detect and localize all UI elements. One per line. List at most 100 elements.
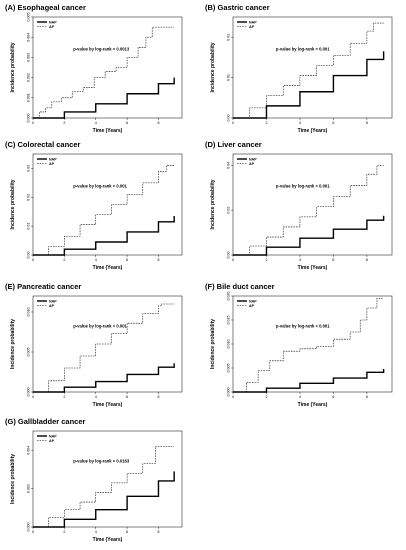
x-axis-label: Time (Years) bbox=[298, 402, 328, 408]
legend-label-ap: AP bbox=[49, 162, 55, 166]
y-tick-label: 0.02 bbox=[227, 207, 231, 214]
y-tick-label: 0.020 bbox=[227, 292, 231, 301]
x-tick-label: 6 bbox=[332, 395, 334, 399]
y-axis-label: Incidence probability bbox=[10, 42, 16, 92]
y-tick-label: 0.00 bbox=[227, 252, 231, 259]
y-tick-label: 0.015 bbox=[227, 316, 231, 325]
x-tick-label: 4 bbox=[299, 395, 301, 399]
x-tick-label: 2 bbox=[63, 258, 65, 262]
x-tick-label: 8 bbox=[157, 121, 159, 125]
series-nap-line bbox=[233, 51, 385, 119]
x-tick-label: 6 bbox=[126, 395, 128, 399]
x-tick-label: 0 bbox=[232, 258, 234, 262]
x-tick-label: 0 bbox=[32, 530, 34, 534]
plot-frame bbox=[32, 430, 183, 528]
series-ap-line bbox=[233, 298, 384, 393]
y-axis-label: Incidence probability bbox=[210, 42, 216, 92]
legend-label-ap: AP bbox=[49, 304, 55, 308]
x-tick-label: 4 bbox=[95, 121, 97, 125]
y-tick-label: 0.000 bbox=[27, 388, 31, 397]
series-nap-line bbox=[33, 363, 175, 393]
series-nap-line bbox=[33, 471, 175, 528]
x-tick-label: 8 bbox=[157, 395, 159, 399]
y-axis-label: Incidence probability bbox=[210, 319, 216, 369]
chart-svg: 0 2 4 6 8 0.000 0.002 0.004 Time (Years) Incidenc… bbox=[10, 430, 183, 543]
x-tick-label: 2 bbox=[265, 121, 267, 125]
chart-title: (C) Colorectal cancer bbox=[5, 140, 81, 149]
y-tick-label: 0.03 bbox=[27, 165, 31, 172]
y-tick-label: 0.02 bbox=[27, 194, 31, 201]
legend-label-nap: NAP bbox=[49, 434, 57, 438]
chart-svg: 0 2 4 6 8 0.00 0.01 0.02 0.03 Time (Years) Inciden… bbox=[10, 153, 183, 271]
y-tick-label: 0.010 bbox=[227, 340, 231, 349]
x-axis-label: Time (Years) bbox=[93, 128, 123, 134]
series-ap-line bbox=[33, 303, 175, 393]
chart-panel-a: (A) Esophageal cancer 0 2 4 6 8 0.000 0.001 0.00… bbox=[5, 3, 190, 138]
y-tick-label: 0.002 bbox=[27, 73, 31, 82]
plot-frame bbox=[232, 153, 393, 256]
y-axis-label: Incidence probability bbox=[210, 179, 216, 229]
x-tick-label: 0 bbox=[32, 258, 34, 262]
y-tick-label: 0.000 bbox=[27, 523, 31, 532]
series-ap-line bbox=[33, 446, 175, 528]
series-ap-line bbox=[233, 22, 384, 119]
y-tick-label: 0.00 bbox=[27, 252, 31, 259]
x-tick-label: 2 bbox=[63, 121, 65, 125]
legend-label-nap: NAP bbox=[49, 299, 57, 303]
chart-svg: 0 2 4 6 8 0.000 0.001 0.002 0.003 0.004 0.005 Time … bbox=[10, 13, 183, 134]
y-tick-label: 0.005 bbox=[227, 364, 231, 373]
chart-title: (G) Gallbladder cancer bbox=[5, 417, 86, 426]
series-ap-line bbox=[33, 165, 175, 256]
chart-title: (D) Liver cancer bbox=[205, 140, 262, 149]
plot-frame bbox=[232, 295, 393, 393]
y-tick-label: 0.001 bbox=[27, 93, 31, 102]
y-tick-label: 0.00 bbox=[227, 115, 231, 122]
y-tick-label: 0.005 bbox=[27, 13, 31, 22]
p-value-annotation: p-value by log-rank < 0.001 bbox=[73, 183, 127, 188]
x-tick-label: 4 bbox=[95, 395, 97, 399]
y-tick-label: 0.01 bbox=[27, 223, 31, 230]
y-tick-label: 0.000 bbox=[27, 114, 31, 123]
x-tick-label: 6 bbox=[126, 258, 128, 262]
x-axis-label: Time (Years) bbox=[93, 537, 123, 543]
chart-panel-b: (B) Gastric cancer 0 2 4 6 8 0.00 0.01 0.02 Time … bbox=[205, 3, 400, 138]
y-tick-label: 0.000 bbox=[227, 388, 231, 397]
x-tick-label: 2 bbox=[63, 395, 65, 399]
p-value-annotation: p-value by log-rank < 0.001 bbox=[73, 324, 127, 329]
x-tick-label: 6 bbox=[126, 121, 128, 125]
legend-label-ap: AP bbox=[49, 25, 55, 29]
y-axis-label: Incidence probability bbox=[10, 319, 16, 369]
series-nap-line bbox=[233, 368, 385, 393]
series-ap-line bbox=[33, 26, 175, 119]
p-value-annotation: p-value by log-rank < 0.001 bbox=[276, 46, 330, 51]
legend-label-nap: NAP bbox=[249, 299, 257, 303]
chart-panel-f: (F) Bile duct cancer 0 2 4 6 8 0.000 0.005 0.010… bbox=[205, 282, 400, 412]
y-tick-label: 0.004 bbox=[27, 446, 31, 455]
p-value-annotation: p-value by log-rank < 0.001 bbox=[276, 183, 330, 188]
chart-svg: 0 2 4 6 8 0.00 0.02 0.04 Time (Years) Incidence p… bbox=[210, 153, 393, 271]
series-nap-line bbox=[33, 216, 175, 256]
y-tick-label: 0.01 bbox=[227, 74, 231, 81]
x-tick-label: 2 bbox=[63, 530, 65, 534]
x-tick-label: 8 bbox=[366, 395, 368, 399]
chart-title: (B) Gastric cancer bbox=[205, 3, 270, 12]
x-axis-label: Time (Years) bbox=[298, 128, 328, 134]
y-tick-label: 0.010 bbox=[27, 308, 31, 317]
plot-frame bbox=[32, 16, 183, 119]
y-axis-label: Incidence probability bbox=[10, 179, 16, 229]
p-value-annotation: p-value by log-rank = 0.0163 bbox=[73, 459, 130, 464]
y-tick-label: 0.04 bbox=[227, 162, 231, 169]
chart-title: (E) Pancreatic cancer bbox=[5, 282, 82, 291]
x-tick-label: 6 bbox=[332, 258, 334, 262]
x-tick-label: 8 bbox=[157, 258, 159, 262]
x-tick-label: 4 bbox=[299, 258, 301, 262]
y-axis-label: Incidence probability bbox=[10, 454, 16, 504]
y-tick-label: 0.004 bbox=[27, 33, 31, 42]
p-value-annotation: p-value by log-rank = 0.0013 bbox=[73, 46, 130, 51]
x-tick-label: 0 bbox=[232, 121, 234, 125]
chart-svg: 0 2 4 6 8 0.000 0.005 0.010 Time (Years) Incidenc… bbox=[10, 295, 183, 408]
chart-panel-g: (G) Gallbladder cancer 0 2 4 6 8 0.000 0.002 0.0… bbox=[5, 417, 190, 547]
x-tick-label: 2 bbox=[265, 258, 267, 262]
series-nap-line bbox=[33, 77, 175, 119]
x-tick-label: 4 bbox=[95, 530, 97, 534]
